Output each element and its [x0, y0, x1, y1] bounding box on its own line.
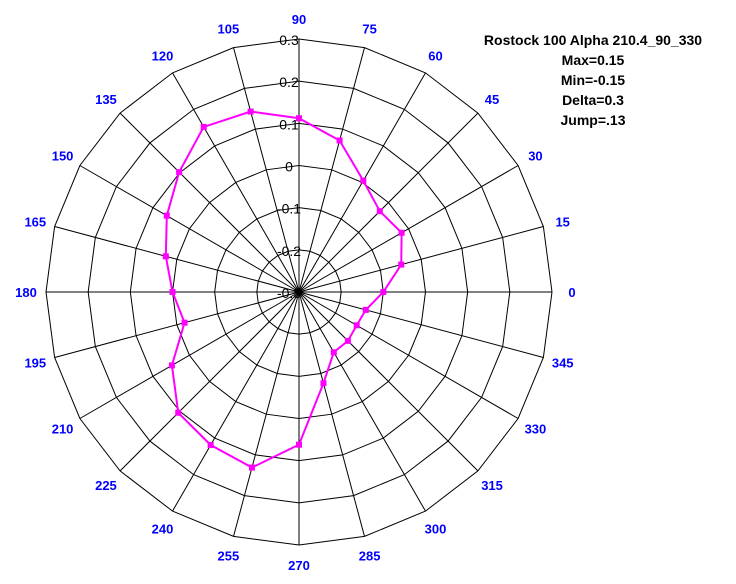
data-point: [181, 319, 188, 326]
grid-spoke: [79, 291, 300, 419]
angle-label: 180: [15, 285, 37, 300]
grid-spoke: [298, 291, 519, 419]
data-point: [376, 208, 383, 215]
grid-spoke: [298, 112, 479, 293]
angle-label: 300: [425, 521, 447, 536]
data-point: [248, 464, 255, 471]
grid-spoke: [298, 291, 544, 358]
grid-spoke: [298, 291, 479, 472]
grid-spoke: [233, 291, 300, 537]
angle-label: 255: [217, 549, 239, 564]
data-point: [296, 441, 302, 448]
angle-label: 60: [428, 49, 442, 64]
radial-tick-label: 0.3: [279, 32, 299, 48]
grid-spoke: [172, 72, 300, 293]
data-point: [336, 137, 343, 144]
data-point: [353, 322, 360, 329]
angle-label: 90: [292, 12, 306, 27]
angle-label: 270: [288, 558, 310, 573]
stat-max: Max=0.15: [561, 52, 625, 68]
grid-spoke: [298, 226, 544, 293]
data-point: [163, 212, 170, 219]
radial-tick-label: 0.1: [279, 116, 299, 132]
grid-spoke: [298, 47, 365, 293]
grid-spoke: [298, 291, 365, 537]
angle-label: 150: [52, 149, 74, 164]
angle-label: 285: [359, 549, 381, 564]
chart-title: Rostock 100 Alpha 210.4_90_330: [483, 32, 703, 48]
data-point: [398, 229, 405, 236]
grid-spoke: [54, 291, 300, 358]
radial-tick-label: 0: [285, 159, 293, 175]
grid-spoke: [119, 112, 300, 293]
stat-delta: Delta=0.3: [562, 92, 624, 108]
data-point: [380, 289, 387, 295]
data-point: [207, 442, 214, 449]
grid-spoke: [119, 291, 300, 472]
stat-min: Min=-0.15: [560, 72, 626, 88]
data-point: [169, 289, 176, 295]
data-point: [176, 169, 183, 176]
angle-label: 195: [24, 356, 46, 371]
angle-label: 120: [152, 49, 174, 64]
grid-spoke: [54, 226, 300, 293]
data-point: [320, 380, 327, 387]
grid-spoke: [233, 47, 300, 293]
angle-label: 165: [24, 214, 46, 229]
angle-label: 345: [552, 356, 574, 371]
data-point: [175, 409, 182, 416]
data-point: [344, 337, 351, 344]
radial-tick-label: 0.2: [279, 74, 299, 90]
chart-info: Rostock 100 Alpha 210.4_90_330 Max=0.15 …: [462, 30, 724, 130]
angle-label: 75: [362, 21, 376, 36]
data-point: [398, 261, 405, 268]
radial-tick-label: -0.3: [277, 285, 301, 301]
data-point: [162, 253, 169, 260]
data-point: [330, 349, 337, 356]
angle-label: 0: [568, 285, 575, 300]
angle-label: 15: [555, 214, 569, 229]
angle-label: 30: [528, 149, 542, 164]
angle-label: 240: [152, 521, 174, 536]
data-point: [362, 306, 369, 313]
grid-spoke: [172, 291, 300, 512]
radial-tick-label: -0.1: [277, 201, 301, 217]
angle-label: 105: [217, 21, 239, 36]
data-point: [200, 123, 207, 130]
angle-label: 315: [481, 478, 503, 493]
angle-label: 225: [95, 478, 117, 493]
grid-spoke: [298, 165, 519, 293]
angle-label: 45: [485, 92, 499, 107]
data-point: [168, 362, 175, 369]
angle-label: 330: [525, 422, 547, 437]
data-point: [247, 108, 254, 115]
angle-label: 210: [52, 422, 74, 437]
data-point: [360, 177, 367, 184]
grid-spoke: [298, 291, 426, 512]
angle-label: 135: [95, 92, 117, 107]
data-point: [296, 115, 302, 122]
radial-tick-label: -0.2: [277, 243, 301, 259]
stat-jump: Jump=.13: [560, 112, 626, 128]
grid-spoke: [79, 165, 300, 293]
